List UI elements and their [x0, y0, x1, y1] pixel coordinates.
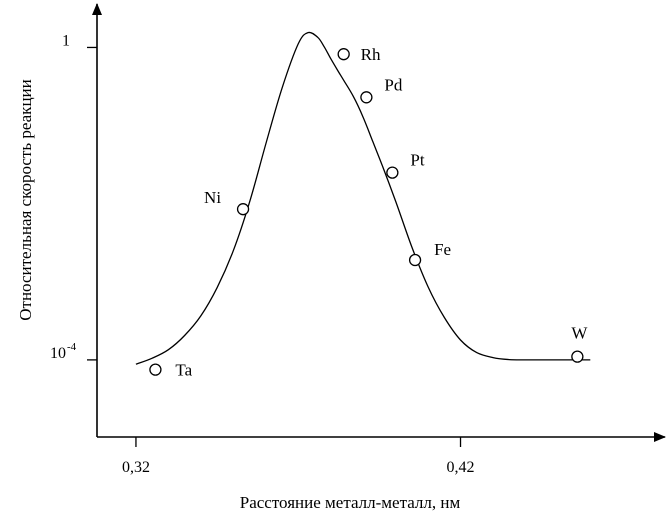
point-ta — [149, 363, 162, 376]
x-tick-label-1: 0,42 — [447, 459, 475, 476]
y-tick-exponent-1: -4 — [67, 341, 77, 353]
point-label-ni: Ni — [204, 188, 221, 207]
point-ni — [236, 203, 250, 216]
point-label-pt: Pt — [410, 151, 424, 170]
point-rh — [337, 48, 350, 61]
x-axis-title: Расстояние металл-металл, нм — [240, 493, 461, 512]
y-tick-label-0: 1 — [62, 32, 70, 49]
point-label-ta: Ta — [175, 361, 192, 380]
y-axis-title: Относительная скорость реакции — [16, 79, 35, 321]
point-label-pd: Pd — [384, 75, 402, 94]
y-ticks: 1 10 -4 — [50, 32, 97, 362]
point-label-rh: Rh — [361, 45, 381, 64]
point-w — [571, 350, 584, 363]
x-ticks: 0,32 0,42 — [122, 437, 475, 476]
fit-curve — [135, 31, 591, 365]
y-tick-label-1: 10 — [50, 345, 66, 362]
point-label-fe: Fe — [434, 240, 451, 259]
point-pt — [386, 166, 399, 179]
point-label-w: W — [571, 324, 588, 343]
point-fe — [408, 253, 422, 267]
x-tick-label-0: 0,32 — [122, 459, 150, 476]
point-pd — [360, 91, 373, 104]
